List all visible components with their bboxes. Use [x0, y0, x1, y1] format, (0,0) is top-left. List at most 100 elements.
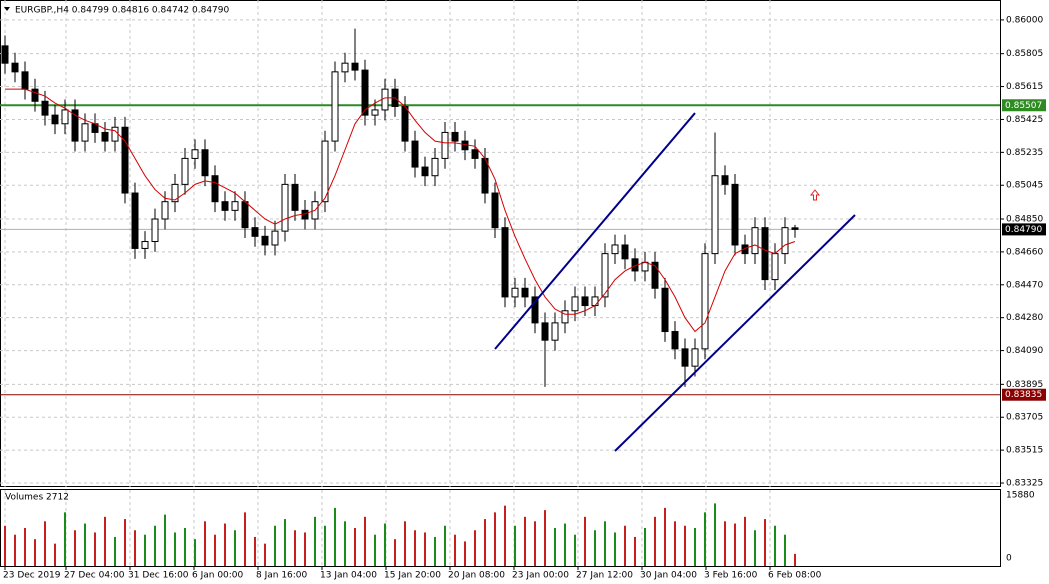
- candle-body: [211, 175, 219, 203]
- y-tick-label: 0.84470: [1006, 280, 1043, 290]
- trend-line: [494, 112, 696, 350]
- x-tick-label: 27 Jan 12:00: [576, 571, 633, 581]
- candle-body: [741, 244, 749, 255]
- chart-title: EURGBP.,H4 0.84799 0.84816 0.84742 0.847…: [15, 6, 230, 16]
- level-label: 0.84790: [1005, 225, 1042, 235]
- x-tick-label: 3 Feb 16:00: [704, 571, 758, 581]
- candle-body: [791, 227, 799, 230]
- price-panel: [0, 0, 1001, 487]
- candle-body: [721, 175, 729, 185]
- candle-body: [581, 296, 589, 307]
- candle-body: [31, 88, 39, 102]
- x-tick-label: 8 Jan 16:00: [256, 571, 308, 581]
- candle-body: [551, 322, 559, 341]
- candle-body: [771, 253, 779, 281]
- candle-body: [231, 201, 239, 211]
- candle-body: [41, 100, 49, 116]
- volume-panel: [0, 489, 1001, 567]
- candle-body: [561, 310, 569, 324]
- candle-body: [21, 71, 29, 90]
- y-tick-label: 0.85045: [1006, 181, 1043, 191]
- y-tick-label: 0.85805: [1006, 49, 1043, 59]
- x-tick-label: 20 Jan 08:00: [448, 571, 505, 581]
- candle-body: [71, 109, 79, 142]
- candle-body: [651, 261, 659, 289]
- y-tick-label: 0.84850: [1006, 215, 1043, 225]
- candle-body: [541, 322, 549, 341]
- volume-tick-label: 15880: [1006, 491, 1035, 501]
- candle-body: [331, 71, 339, 142]
- candle-body: [511, 287, 519, 298]
- x-tick-label: 30 Jan 04:00: [640, 571, 697, 581]
- candle-body: [451, 131, 459, 142]
- candle-body: [161, 201, 169, 220]
- candle-body: [131, 192, 139, 249]
- level-label: 0.85507: [1005, 101, 1042, 111]
- candle-body: [351, 62, 359, 71]
- candle-body: [321, 140, 329, 203]
- candle-body: [401, 105, 409, 142]
- x-tick-label: 23 Dec 2019: [3, 571, 61, 581]
- candle-body: [681, 348, 689, 367]
- candle-body: [291, 183, 299, 211]
- candle-body: [381, 88, 389, 111]
- x-tick-label: 13 Jan 04:00: [320, 571, 377, 581]
- candle-body: [111, 126, 119, 142]
- y-tick-label: 0.83705: [1006, 413, 1043, 423]
- candle-body: [521, 287, 529, 298]
- candle-body: [181, 157, 189, 185]
- candle-body: [711, 175, 719, 255]
- candle-body: [701, 253, 709, 350]
- x-tick-label: 15 Jan 20:00: [384, 571, 441, 581]
- candle-body: [661, 287, 669, 333]
- candle-body: [1, 45, 9, 64]
- candle-body: [371, 109, 379, 116]
- level-tag: [1002, 223, 1046, 236]
- candle-body: [641, 261, 649, 272]
- candle-body: [421, 166, 429, 177]
- volume-tick-label: 0: [1006, 554, 1012, 564]
- menu-arrow[interactable]: [4, 7, 10, 11]
- candle-body: [271, 230, 279, 246]
- candle-body: [761, 227, 769, 281]
- candle-body: [431, 157, 439, 177]
- x-tick-label: 31 Dec 16:00: [128, 571, 189, 581]
- candle-body: [501, 227, 509, 298]
- level-tag: [1002, 99, 1046, 112]
- buy-arrow-icon: [809, 189, 821, 201]
- candle-body: [471, 149, 479, 159]
- candle-body: [11, 62, 19, 73]
- candle-body: [571, 296, 579, 312]
- candle-body: [621, 244, 629, 260]
- x-tick-label: 6 Jan 00:00: [192, 571, 244, 581]
- candle-body: [121, 126, 129, 194]
- candle-body: [441, 131, 449, 159]
- y-tick-label: 0.83515: [1006, 446, 1043, 456]
- moving-average: [5, 88, 796, 333]
- candle-body: [531, 296, 539, 324]
- candle-body: [51, 114, 59, 125]
- candle-body: [101, 131, 109, 142]
- candle-body: [251, 227, 259, 237]
- candle-body: [591, 296, 599, 307]
- candle-body: [691, 348, 699, 367]
- x-tick-label: 6 Feb 08:00: [768, 571, 822, 581]
- y-tick-label: 0.85235: [1006, 148, 1043, 158]
- candle-body: [241, 201, 249, 229]
- x-tick-label: 27 Dec 04:00: [64, 571, 125, 581]
- candle-body: [601, 253, 609, 298]
- volume-title: Volumes 2712: [5, 493, 69, 503]
- candle-body: [261, 235, 269, 246]
- candle-body: [731, 183, 739, 246]
- candle-body: [221, 201, 229, 211]
- candle-body: [201, 149, 209, 177]
- candle-body: [191, 149, 199, 159]
- candle-body: [491, 192, 499, 229]
- level-tag: [1002, 388, 1046, 401]
- y-tick-label: 0.84090: [1006, 346, 1043, 356]
- candle-body: [411, 140, 419, 168]
- y-tick-label: 0.84280: [1006, 313, 1043, 323]
- candle-body: [281, 183, 289, 232]
- candle-body: [61, 109, 69, 125]
